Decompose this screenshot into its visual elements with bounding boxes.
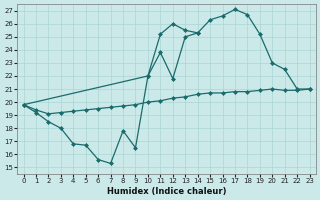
X-axis label: Humidex (Indice chaleur): Humidex (Indice chaleur) bbox=[107, 187, 226, 196]
